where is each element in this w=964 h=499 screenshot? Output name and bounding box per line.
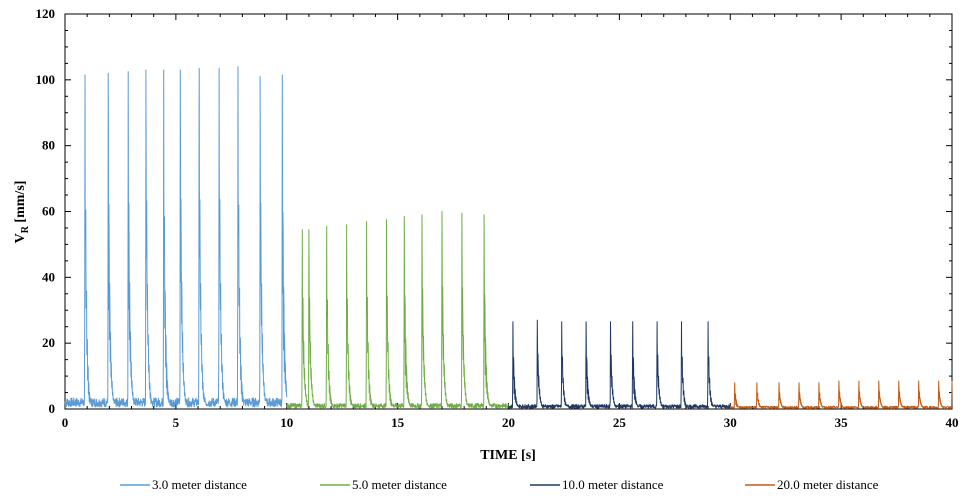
y-axis-ticks: 0 20 40 60 80 100 120 [36,6,952,416]
y-tick-label: 60 [42,204,55,219]
x-tick-label: 25 [613,415,627,430]
y-tick-label: 20 [42,335,55,350]
x-tick-label: 35 [835,415,849,430]
y-tick-label: 100 [36,72,56,87]
x-tick-label: 15 [391,415,405,430]
legend-label-3: 10.0 meter distance [562,477,664,492]
y-tick-label: 80 [42,138,55,153]
series-line-3 [508,319,731,409]
legend-label-1: 3.0 meter distance [152,477,247,492]
plot-frame [64,13,953,410]
y-axis-title-unit: [mm/s] [13,181,28,227]
series-line-1 [64,66,288,408]
x-tick-label: 10 [280,415,293,430]
y-tick-label: 0 [49,401,56,416]
y-axis-title: VR [mm/s] [13,181,31,244]
x-tick-label: 40 [946,415,959,430]
y-tick-label: 120 [36,6,56,21]
x-axis-title: TIME [s] [480,448,536,463]
y-tick-label: 40 [42,269,55,284]
series-line-2 [286,211,509,409]
x-tick-label: 5 [173,415,180,430]
series-line-4 [729,380,953,409]
y-axis-title-sub: R [20,225,31,233]
series-layer [64,66,953,409]
legend-label-4: 20.0 meter distance [777,477,879,492]
legend-label-2: 5.0 meter distance [352,477,447,492]
x-tick-label: 20 [502,415,515,430]
x-tick-label: 30 [724,415,737,430]
x-axis-ticks: 0 5 10 15 20 25 30 35 40 [62,14,959,430]
x-tick-label: 0 [62,415,69,430]
y-axis-title-main: V [13,233,28,243]
legend: 3.0 meter distance 5.0 meter distance 10.0… [120,477,879,492]
